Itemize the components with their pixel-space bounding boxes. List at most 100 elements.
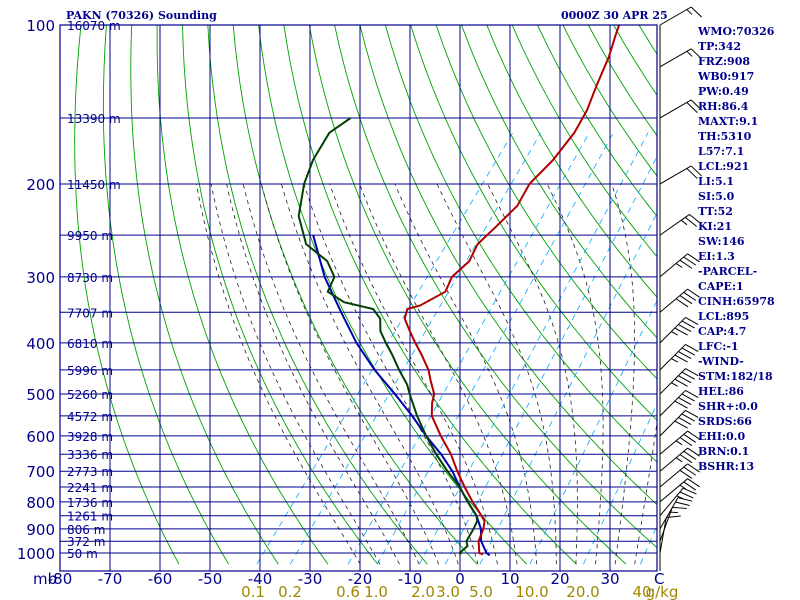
moist-adiabat-line [329, 183, 498, 565]
wind-barb [659, 344, 699, 371]
barb-flag [687, 463, 700, 473]
plot-area [60, 25, 657, 571]
y-axis-unit-label: mb [33, 570, 57, 588]
wind-barb [659, 447, 700, 472]
height-label: 7707 m [67, 306, 113, 320]
wind-barb [659, 463, 700, 488]
temperature-tick-label: -30 [298, 570, 323, 588]
index-item: CAP:4.7 [698, 325, 747, 338]
barb-staff [659, 48, 692, 68]
wind-barb [659, 409, 699, 437]
temperature-tick-label: 10 [500, 570, 519, 588]
barb-flag [681, 320, 695, 329]
index-item: EI:1.3 [698, 250, 735, 263]
barb-flag [679, 259, 693, 269]
barb-flag [683, 450, 697, 460]
barb-flag [687, 288, 700, 298]
barb-flag [681, 347, 695, 356]
mixing-ratio-tick-label: 0.6 [336, 583, 360, 600]
moist-adiabat-line [611, 183, 635, 565]
barb-staff [659, 430, 688, 455]
index-item: HEL:86 [698, 385, 744, 398]
wind-barb [659, 506, 687, 542]
temperature-axis: mb-80 -70 -60 -50 -40 -30 -20 -10 0 10 20 30 C [33, 570, 664, 588]
barb-half-flag [676, 495, 684, 500]
dry-adiabat-line [207, 25, 428, 565]
barb-flag [678, 417, 692, 425]
index-item: SRDS:66 [698, 415, 752, 428]
moist-adiabat-line [634, 419, 657, 565]
index-item: WB0:917 [698, 70, 755, 83]
mixing-ratio-line [376, 132, 614, 565]
height-label: 16070 m [67, 19, 121, 33]
barb-staff [659, 344, 686, 371]
barb-flag [685, 344, 699, 352]
dry-adiabat-line [182, 25, 379, 565]
height-label: 9950 m [67, 229, 113, 243]
pressure-tick-label: 800 [26, 494, 55, 512]
moist-adiabat-line [436, 183, 557, 565]
pressure-tick-label: 200 [26, 176, 55, 194]
index-item: TT:52 [698, 205, 733, 218]
height-label: 4572 m [67, 410, 113, 424]
barb-flag [685, 390, 699, 398]
pressure-tick-label: 400 [26, 335, 55, 353]
mixing-ratio-tick-label: 10.0 [515, 583, 548, 600]
barb-staff [659, 6, 692, 26]
barb-flag [681, 413, 695, 422]
barb-flag [690, 6, 702, 18]
barb-staff [659, 507, 673, 542]
mixing-ratio-line [445, 155, 657, 565]
index-item: -PARCEL- [698, 265, 758, 278]
height-label: 50 m [67, 547, 98, 561]
wind-barbs [659, 6, 702, 571]
index-item: BSHR:13 [698, 460, 755, 473]
index-item: LI:5.1 [698, 175, 735, 188]
mixing-ratio-line [418, 132, 649, 565]
temperature-tick-label: -80 [48, 570, 73, 588]
barb-half-flag [671, 331, 678, 336]
barb-flag [679, 469, 693, 479]
barb-flag [672, 506, 687, 509]
wind-barb [659, 478, 700, 503]
barb-half-flag [675, 263, 683, 268]
barb-staff [659, 463, 688, 488]
height-label: 3336 m [67, 448, 113, 462]
height-label: 11450 m [67, 178, 121, 192]
pressure-tick-label: 700 [26, 463, 55, 481]
dry-adiabat-line [435, 25, 657, 380]
barb-flag [678, 375, 692, 384]
mixing-ratio-line [583, 402, 657, 565]
barb-flag [678, 351, 692, 360]
barb-flag [690, 99, 702, 111]
barb-flag [677, 497, 693, 502]
index-item: -WIND- [698, 355, 744, 368]
pressure-tick-label: 600 [26, 428, 55, 446]
barb-half-flag [670, 511, 678, 514]
barb-half-flag [671, 358, 678, 363]
dry-adiabat-line [102, 25, 229, 565]
barb-flag [685, 409, 699, 418]
dry-adiabat-line [156, 25, 329, 565]
barb-flag [690, 48, 702, 60]
barb-flag [689, 214, 702, 225]
barb-flag [678, 397, 692, 406]
index-item: TH:5310 [698, 130, 752, 143]
index-item: KI:21 [698, 220, 733, 233]
index-item: SHR+:0.0 [698, 400, 758, 413]
wind-barb [659, 316, 699, 344]
index-item: EHI:0.0 [698, 430, 746, 443]
barb-flag [674, 378, 688, 387]
height-label: 2241 m [67, 481, 113, 495]
dry-adiabat-line [410, 25, 657, 421]
height-label: 3928 m [67, 430, 113, 444]
wind-barb [659, 99, 702, 119]
temperature-trace [403, 25, 621, 556]
barb-flag [687, 478, 700, 488]
barb-half-flag [686, 50, 693, 57]
barb-flag [690, 165, 702, 177]
mixing-ratio-lines [256, 132, 657, 565]
barb-flag [686, 102, 698, 113]
wind-barb [659, 368, 699, 395]
